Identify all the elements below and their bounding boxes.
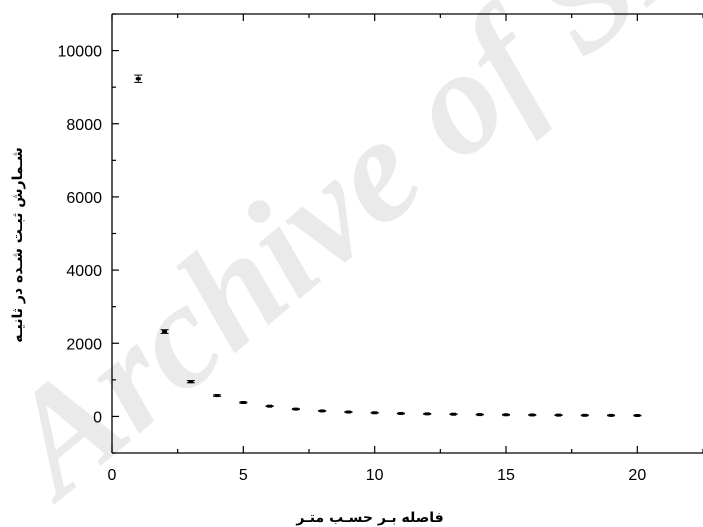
marker bbox=[582, 413, 588, 417]
y-axis-title: شـمارش ثبـت شـده در ثانیـه bbox=[10, 147, 26, 343]
data-point bbox=[186, 380, 195, 384]
data-point bbox=[528, 413, 537, 417]
data-point bbox=[396, 411, 405, 415]
data-point bbox=[449, 412, 458, 416]
data-point bbox=[607, 413, 616, 417]
data-point bbox=[554, 413, 563, 417]
marker bbox=[503, 413, 509, 417]
data-point bbox=[134, 74, 143, 83]
marker bbox=[240, 401, 246, 405]
marker bbox=[398, 411, 404, 415]
data-point bbox=[160, 329, 169, 334]
marker bbox=[293, 407, 299, 411]
data-point bbox=[265, 404, 274, 408]
marker bbox=[477, 413, 483, 417]
x-tick-label: 5 bbox=[239, 467, 248, 484]
marker bbox=[214, 394, 220, 398]
x-tick-label: 20 bbox=[628, 467, 646, 484]
marker bbox=[634, 414, 640, 418]
marker bbox=[162, 330, 168, 334]
marker bbox=[529, 413, 535, 417]
y-tick-label: 2000 bbox=[66, 336, 102, 353]
y-tick-label: 10000 bbox=[58, 44, 103, 61]
marker bbox=[608, 413, 614, 417]
data-point bbox=[239, 401, 248, 405]
x-tick-label: 10 bbox=[366, 467, 384, 484]
data-point bbox=[633, 414, 642, 418]
marker bbox=[372, 411, 378, 415]
data-point bbox=[318, 409, 327, 413]
plot-axes: 0 5 10 15 20 0 2000 4000 6000 8000 10000 bbox=[58, 13, 703, 484]
x-tick-label: 0 bbox=[108, 467, 117, 484]
data-point bbox=[370, 411, 379, 415]
marker bbox=[345, 410, 351, 414]
x-tick-label: 15 bbox=[497, 467, 515, 484]
data-points bbox=[134, 74, 642, 418]
data-point bbox=[344, 410, 353, 414]
data-point bbox=[502, 413, 510, 417]
y-tick-label: 6000 bbox=[66, 190, 102, 207]
y-tick-label: 8000 bbox=[66, 117, 102, 134]
marker bbox=[188, 380, 194, 384]
marker bbox=[267, 404, 273, 408]
data-point bbox=[291, 407, 300, 411]
marker bbox=[135, 77, 141, 81]
marker bbox=[450, 412, 456, 416]
data-point bbox=[475, 413, 484, 417]
y-tick-label: 0 bbox=[93, 409, 102, 426]
data-point bbox=[213, 394, 222, 398]
y-tick-label: 4000 bbox=[66, 263, 102, 280]
marker bbox=[319, 409, 325, 413]
x-axis-title: فاصله بـر حسـب متـر bbox=[295, 510, 443, 526]
data-point bbox=[580, 413, 589, 417]
marker bbox=[556, 413, 562, 417]
marker bbox=[424, 412, 430, 416]
data-point bbox=[423, 412, 432, 416]
